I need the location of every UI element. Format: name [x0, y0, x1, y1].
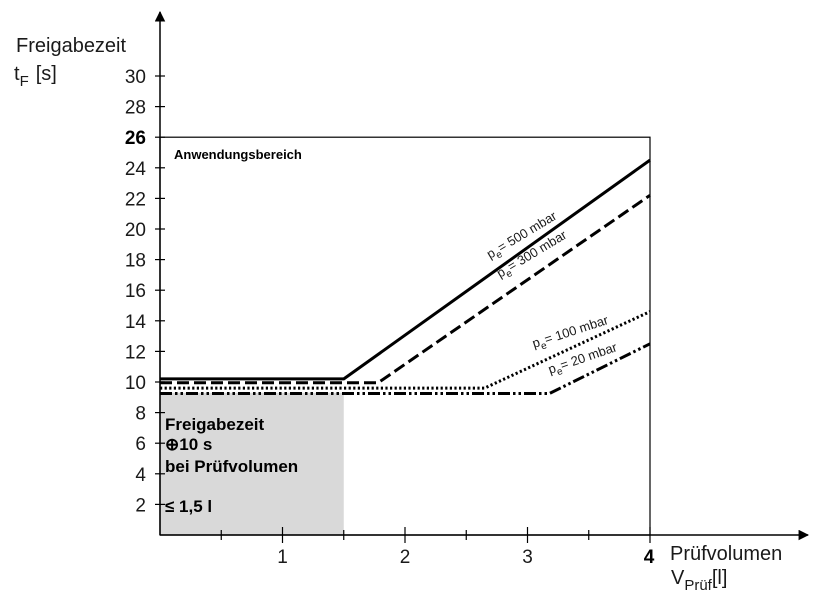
x-axis-symbol: VPrüf[l] [671, 567, 727, 594]
y-tick-label: 14 [125, 312, 147, 333]
x-axis-title: Prüfvolumen [670, 543, 782, 565]
y-tick-label: 4 [135, 465, 146, 486]
y-tick-label: 6 [135, 434, 146, 455]
x-tick-label: 1 [277, 547, 288, 568]
x-symbol-sub: Prüf [684, 577, 712, 594]
y-tick-label-bold: 26 [125, 128, 146, 149]
shaded-area [160, 392, 344, 535]
series-lines [160, 158, 651, 395]
series-line-dashed [160, 194, 651, 385]
y-tick-label: 30 [125, 67, 146, 88]
y-tick-label: 24 [125, 159, 147, 180]
y-symbol-main: t [14, 63, 20, 85]
y-tick-label: 22 [125, 189, 146, 210]
x-tick-labels: 1 2 3 [277, 547, 533, 568]
y-axis-title: Freigabezeit [16, 35, 127, 57]
x-symbol-unit: [l] [712, 567, 728, 589]
shaded-text-line-1: Freigabezeit [165, 415, 265, 434]
y-symbol-sub: F [20, 73, 29, 90]
y-tick-label: 20 [125, 220, 146, 241]
series-line-dashdotdot [160, 342, 651, 395]
x-symbol-main: V [671, 567, 685, 589]
y-tick-label: 8 [135, 404, 146, 425]
application-area-label: Anwendungsbereich [174, 147, 302, 162]
y-tick-label: 2 [135, 495, 146, 516]
y-symbol-unit: [s] [36, 63, 57, 85]
y-tick-label: 12 [125, 342, 146, 363]
y-tick-label: 16 [125, 281, 146, 302]
shaded-text-line-2: ⊕10 s [165, 435, 212, 454]
y-tick-label: 10 [125, 373, 146, 394]
y-axis-symbol: tF [s] [14, 63, 57, 90]
x-tick-label-bold: 4 [644, 547, 655, 568]
shaded-text-line-4: ≤ 1,5 l [165, 497, 212, 516]
x-tick-label: 2 [400, 547, 411, 568]
y-tick-label: 28 [125, 98, 146, 119]
x-tick-label: 3 [522, 547, 533, 568]
series-label-20: pe= 20 mbar [546, 339, 621, 381]
y-tick-label: 18 [125, 251, 146, 272]
shaded-text-line-3: bei Prüfvolumen [165, 457, 298, 476]
series-line-solid [160, 158, 651, 381]
